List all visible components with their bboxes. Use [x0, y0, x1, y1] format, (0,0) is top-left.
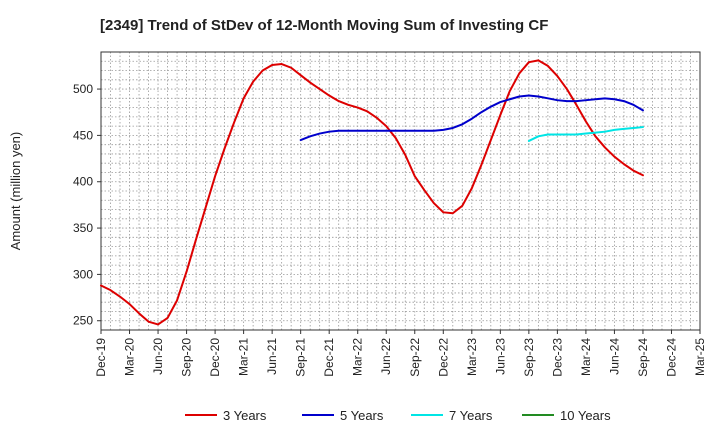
legend: 3 Years 5 Years 7 Years 10 Years — [185, 408, 611, 423]
series-line-3-years — [100, 59, 644, 326]
chart-title: [2349] Trend of StDev of 12-Month Moving… — [100, 17, 548, 34]
legend-label: 5 Years — [340, 408, 384, 423]
x-tick-label: Sep-22 — [408, 338, 422, 377]
y-tick-label: 300 — [73, 267, 93, 281]
y-axis-label: Amount (million yen) — [8, 132, 23, 251]
legend-label: 3 Years — [223, 408, 267, 423]
x-tick-label: Mar-20 — [123, 338, 137, 376]
x-tick-label: Sep-21 — [294, 338, 308, 377]
x-tick-label: Dec-20 — [208, 338, 222, 377]
x-axis-ticks: Dec-19 Mar-20 Jun-20 Sep-20 Dec-20 Mar-21 Jun-… — [94, 330, 707, 377]
y-tick-label: 500 — [73, 82, 93, 96]
legend-label: 7 Years — [449, 408, 493, 423]
series-line-7-years — [527, 126, 644, 142]
legend-item-5-years: 5 Years — [302, 408, 384, 423]
x-tick-label: Dec-19 — [94, 338, 108, 377]
y-tick-label: 400 — [73, 175, 93, 189]
x-tick-label: Dec-21 — [322, 338, 336, 377]
x-tick-label: Sep-20 — [180, 338, 194, 377]
plot-frame — [100, 51, 701, 331]
plot-area — [101, 52, 700, 330]
y-tick-label: 450 — [73, 128, 93, 142]
series-line-5-years — [299, 94, 644, 142]
legend-label: 10 Years — [560, 408, 611, 423]
x-tick-label: Mar-21 — [237, 338, 251, 376]
x-tick-label: Dec-24 — [664, 338, 678, 377]
legend-item-7-years: 7 Years — [411, 408, 493, 423]
grid — [101, 52, 700, 330]
x-tick-label: Jun-20 — [151, 338, 165, 375]
x-tick-label: Jun-22 — [379, 338, 393, 375]
x-tick-label: Dec-23 — [550, 338, 564, 377]
y-tick-label: 250 — [73, 314, 93, 328]
x-tick-label: Jun-23 — [493, 338, 507, 375]
x-tick-label: Mar-25 — [693, 338, 707, 376]
series-lines — [100, 59, 644, 326]
x-tick-label: Sep-24 — [636, 338, 650, 377]
x-tick-label: Dec-22 — [436, 338, 450, 377]
y-tick-label: 350 — [73, 221, 93, 235]
x-tick-label: Mar-24 — [579, 338, 593, 376]
x-tick-label: Mar-22 — [351, 338, 365, 376]
x-tick-label: Jun-24 — [607, 338, 621, 375]
y-axis-ticks: 250 300 350 400 450 500 — [73, 82, 101, 328]
x-tick-label: Mar-23 — [465, 338, 479, 376]
x-tick-label: Jun-21 — [265, 338, 279, 375]
x-tick-label: Sep-23 — [522, 338, 536, 377]
legend-item-10-years: 10 Years — [522, 408, 611, 423]
legend-item-3-years: 3 Years — [185, 408, 267, 423]
